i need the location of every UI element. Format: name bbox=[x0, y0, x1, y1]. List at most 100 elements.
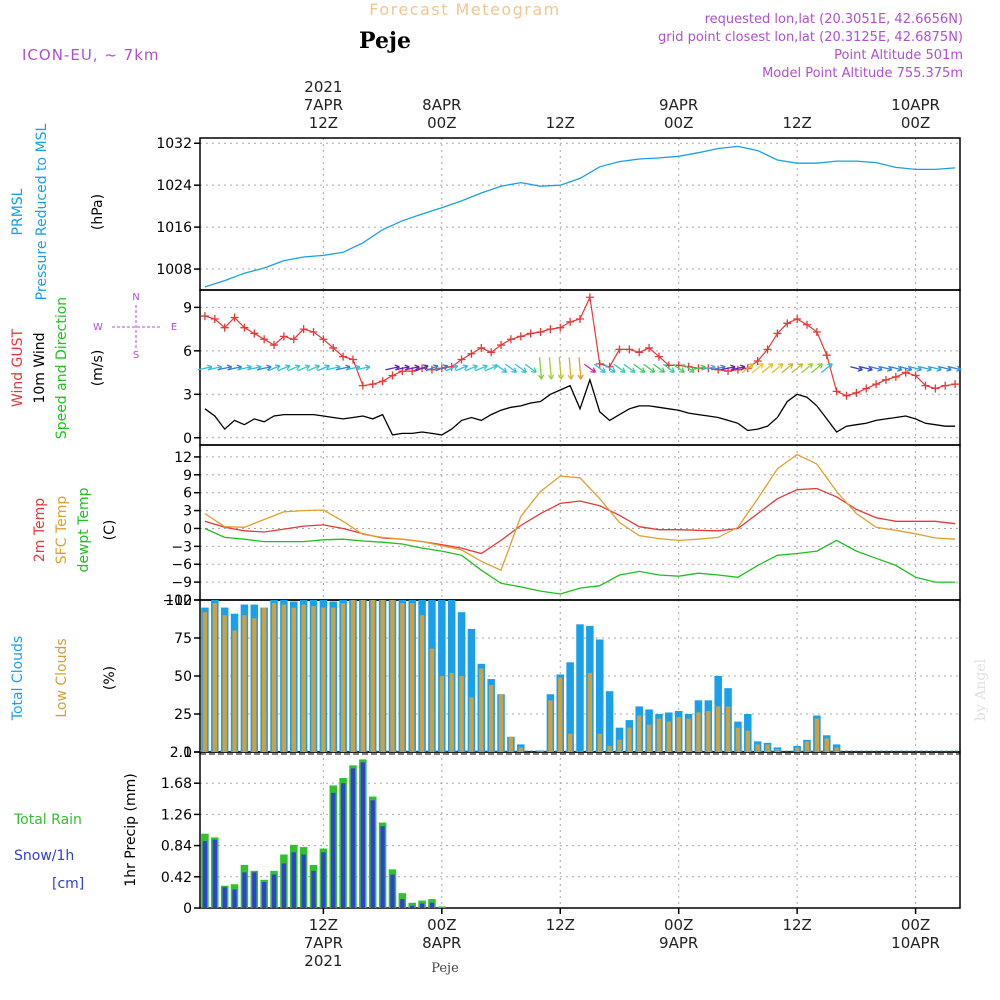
t2m-label: 2m Temp bbox=[32, 498, 48, 562]
bottom-time-label: 12Z bbox=[309, 916, 338, 934]
snow-bar bbox=[321, 852, 326, 908]
pressure-label-2: Pressure Reduced to MSL bbox=[34, 123, 50, 300]
snow-bar bbox=[212, 839, 217, 908]
wind-arrow bbox=[771, 363, 784, 374]
wind-arrow bbox=[548, 357, 553, 380]
wind-arrow-head bbox=[797, 363, 804, 369]
gust-point bbox=[220, 323, 229, 332]
wind-arrow bbox=[691, 366, 706, 371]
low-cloud-bar bbox=[242, 615, 247, 752]
bottom-time-label: 7APR bbox=[304, 934, 343, 952]
wind-label: 10m Wind bbox=[32, 332, 48, 403]
total-cloud-bar bbox=[605, 691, 614, 752]
wind-arrow bbox=[701, 366, 716, 371]
low-cloud-bar bbox=[222, 615, 227, 752]
low-cloud-bar bbox=[804, 741, 810, 752]
wind-line bbox=[204, 377, 956, 436]
wind-arrow-head bbox=[758, 363, 764, 369]
snow-bar bbox=[271, 874, 277, 908]
wind-arrow-head bbox=[462, 364, 469, 371]
wind-arrow bbox=[720, 366, 736, 371]
gust-point bbox=[615, 345, 624, 354]
compass-s: S bbox=[133, 350, 139, 361]
low-cloud-bar bbox=[261, 607, 267, 752]
low-cloud-bar bbox=[627, 727, 632, 752]
wind-arrow bbox=[643, 363, 655, 373]
ytick-label: 1016 bbox=[156, 220, 192, 236]
gust-point bbox=[891, 372, 900, 381]
wind-arrow bbox=[465, 365, 478, 372]
low-cloud-bar bbox=[735, 727, 741, 752]
low-cloud-bar bbox=[518, 747, 523, 752]
gust-point bbox=[497, 341, 506, 350]
low-cloud-bar bbox=[439, 676, 444, 752]
ytick-label: 25 bbox=[174, 707, 192, 723]
gust-point bbox=[625, 345, 634, 354]
gust-point bbox=[881, 375, 890, 384]
ytick-label: 12 bbox=[174, 450, 192, 466]
pressure-label: PRMSL bbox=[10, 188, 26, 235]
wind-arrow bbox=[257, 366, 272, 371]
ytick-label: 1008 bbox=[156, 262, 192, 278]
gust-point bbox=[812, 328, 821, 337]
rain-bar bbox=[438, 906, 446, 908]
wind-arrow-head bbox=[567, 374, 574, 380]
low-cloud-bar bbox=[291, 607, 296, 752]
low-cloud-bar bbox=[232, 630, 237, 752]
wind-arrow-head bbox=[304, 364, 311, 371]
pressure-line bbox=[204, 145, 956, 288]
sfc-label: SFC Temp bbox=[54, 496, 70, 565]
rain-bar bbox=[408, 902, 416, 908]
wind-arrow bbox=[217, 366, 232, 371]
wind-arrow-head bbox=[274, 364, 281, 371]
wind-arrow bbox=[326, 366, 341, 371]
gust-point bbox=[951, 380, 960, 389]
gust-point bbox=[862, 384, 871, 393]
wind-arrow bbox=[869, 366, 883, 371]
wind-arrow-head bbox=[266, 364, 272, 371]
low-cloud-bar bbox=[696, 712, 701, 752]
low-cloud-bar bbox=[637, 715, 642, 752]
wind-arrow bbox=[889, 366, 903, 371]
low-cloud-bar bbox=[370, 600, 375, 752]
ytick-label: 9 bbox=[183, 300, 192, 316]
top-time-label: 12Z bbox=[546, 114, 575, 132]
wind-arrow-head bbox=[619, 367, 626, 373]
gust-point bbox=[566, 317, 575, 326]
wind-arrow bbox=[237, 366, 252, 371]
wind-arrow bbox=[939, 366, 952, 371]
wind-arrow-head bbox=[857, 365, 863, 372]
total-cloud-bar bbox=[615, 727, 624, 752]
low-cloud-bar bbox=[686, 718, 691, 752]
snow-bar bbox=[350, 768, 356, 908]
ytick-label: 0 bbox=[183, 431, 192, 447]
top-time-label: 00Z bbox=[664, 114, 693, 132]
gust-point bbox=[901, 368, 910, 377]
wind-arrow-head bbox=[600, 367, 606, 373]
wind-arrow bbox=[583, 363, 596, 373]
low-cloud-bar bbox=[410, 603, 415, 752]
low-cloud-bar bbox=[311, 606, 316, 752]
gust-point bbox=[339, 352, 348, 361]
wind-arrow-head bbox=[767, 363, 774, 369]
low-cloud-bar bbox=[716, 706, 721, 752]
wind-arrow-head bbox=[610, 367, 616, 373]
ytick-label: 0 bbox=[183, 521, 192, 537]
wind-arrow bbox=[578, 357, 582, 380]
wind-arrow bbox=[385, 366, 400, 371]
gust-point bbox=[309, 328, 318, 337]
gust-point bbox=[230, 313, 239, 322]
wind-arrow-head bbox=[531, 367, 537, 373]
model-label: ICON-EU, ~ 7km bbox=[22, 46, 160, 64]
low-cloud-bar bbox=[548, 700, 553, 752]
wind-arrow bbox=[395, 366, 410, 371]
wind-arrow bbox=[514, 363, 527, 373]
wind-arrow bbox=[425, 365, 439, 372]
low-cloud-bar bbox=[755, 744, 760, 752]
wind-arrow-head bbox=[906, 365, 913, 372]
wind-arrow bbox=[297, 365, 310, 372]
low-cloud-bar bbox=[380, 600, 385, 752]
low-cloud-bar bbox=[597, 733, 602, 752]
ytick-label: 3 bbox=[183, 504, 192, 520]
wind-arrow bbox=[335, 366, 351, 371]
